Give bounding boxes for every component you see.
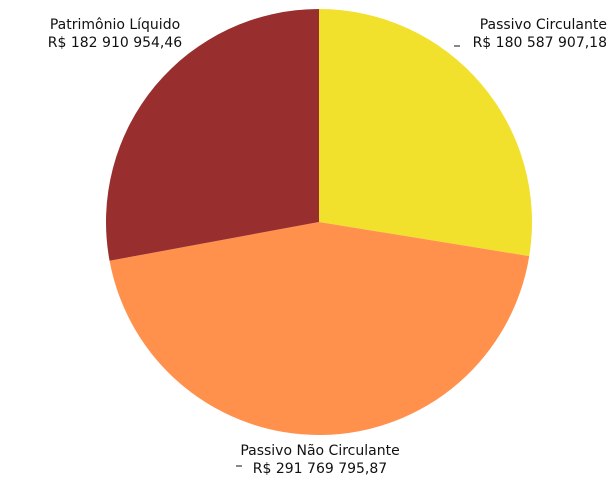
slice-label-patrimonio-liquido: Patrimônio Líquido R$ 182 910 954,46	[0, 16, 230, 52]
pie-slice-patrimonio-liquido	[105, 9, 320, 261]
slice-value-passivo-nao-circulante: R$ 291 769 795,87	[252, 461, 388, 477]
pie-slice-passivo-circulante	[319, 9, 532, 257]
slice-label-passivo-nao-circulante: Passivo Não Circulante R$ 291 769 795,87	[200, 442, 440, 478]
slice-value-passivo-circulante: R$ 180 587 907,18	[472, 35, 607, 51]
slice-name-passivo-circulante: Passivo Circulante	[479, 17, 607, 33]
slice-value-patrimonio-liquido: R$ 182 910 954,46	[47, 35, 183, 51]
slice-label-passivo-circulante: Passivo Circulante R$ 180 587 907,18	[473, 16, 607, 52]
pie-slice-passivo-nao-circulante	[109, 222, 530, 435]
slice-name-passivo-nao-circulante: Passivo Não Circulante	[240, 443, 400, 459]
slice-name-patrimonio-liquido: Patrimônio Líquido	[49, 17, 181, 33]
